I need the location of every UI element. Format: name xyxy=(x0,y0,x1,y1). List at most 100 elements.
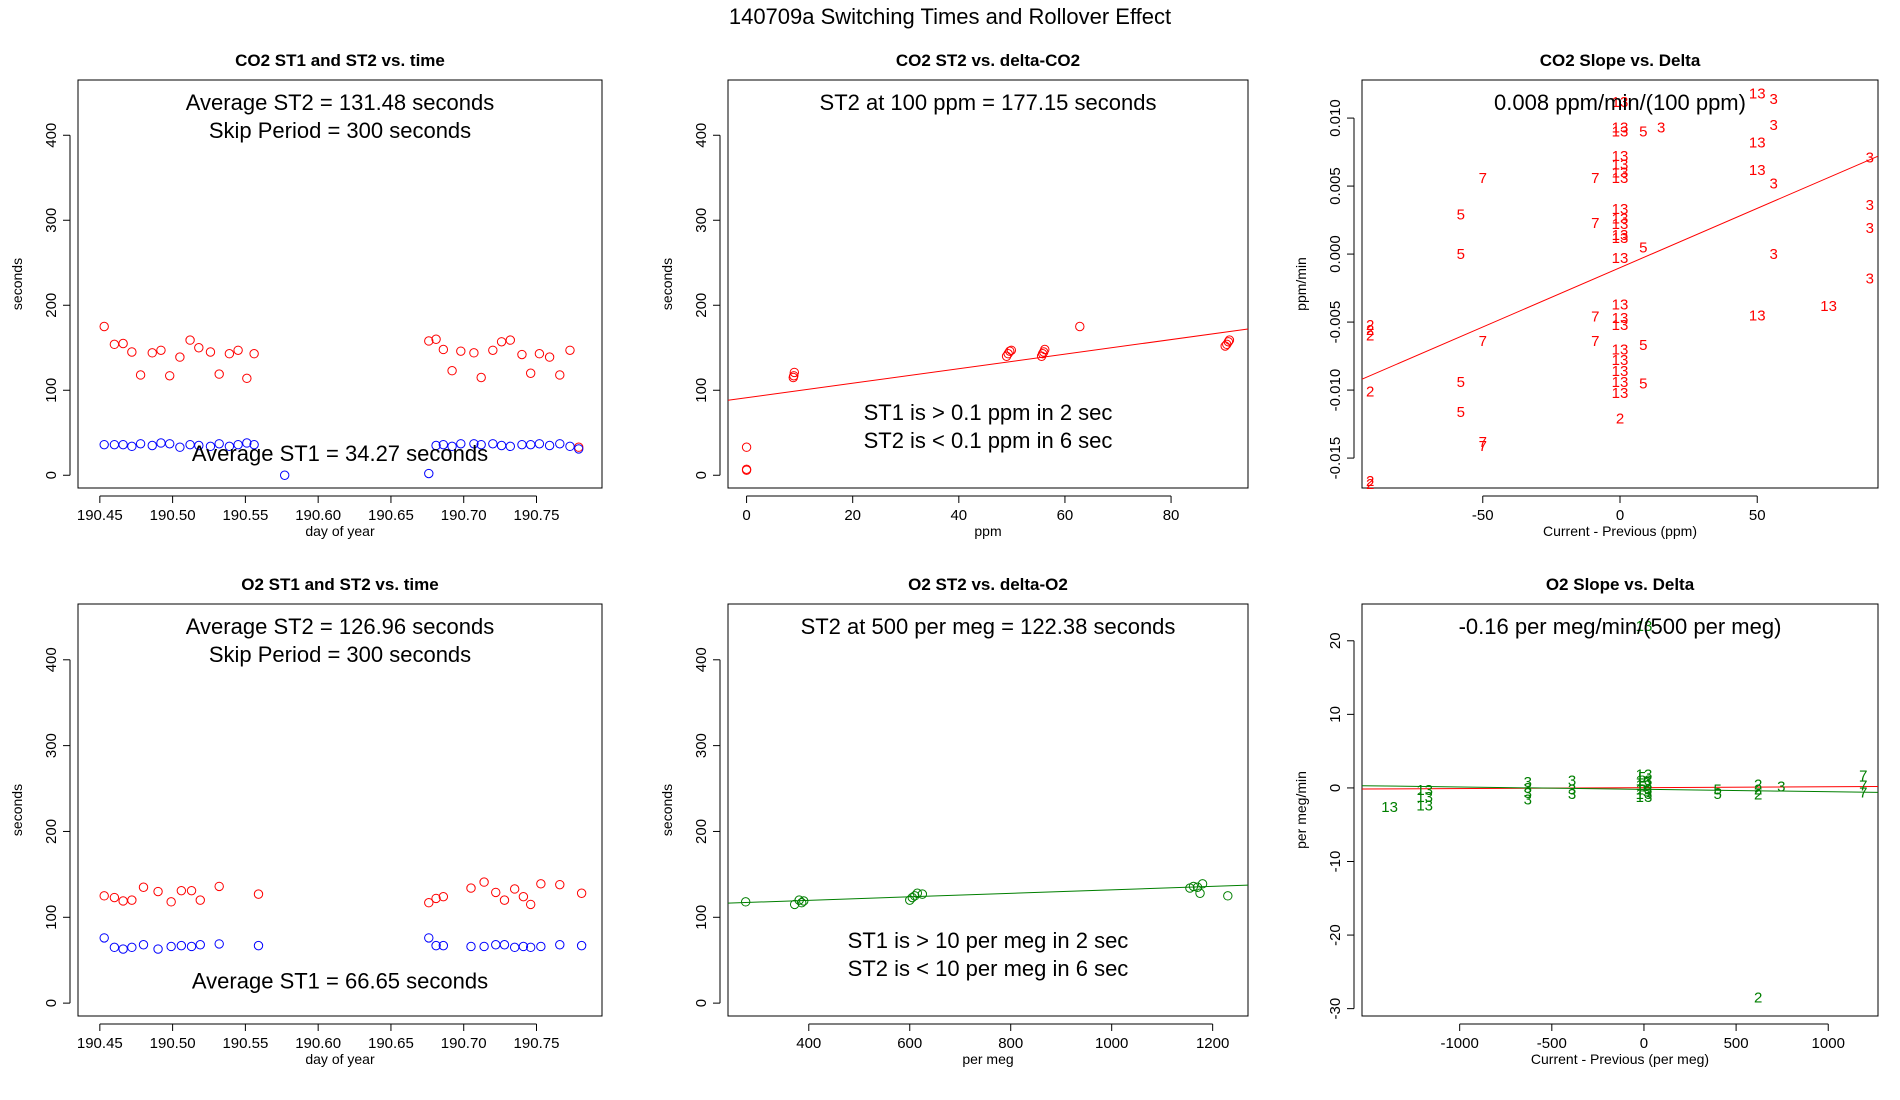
point-label: 13 xyxy=(1636,781,1653,798)
point-label: 5 xyxy=(1639,124,1647,141)
data-point-st2 xyxy=(205,347,216,357)
point-label: 5 xyxy=(1638,778,1646,795)
x-axis-label: Current - Previous (ppm) xyxy=(1543,523,1697,539)
data-point-st1 xyxy=(176,940,187,951)
data-point-st2 xyxy=(127,347,137,357)
x-tick-label: 50 xyxy=(1749,507,1766,524)
x-tick-label: 0 xyxy=(1640,1035,1648,1052)
data-point-st2 xyxy=(165,371,175,381)
y-tick-label: -20 xyxy=(1327,924,1344,946)
annotation: Average ST2 = 126.96 seconds xyxy=(186,614,494,639)
data-point-st1 xyxy=(466,941,476,952)
y-tick-label: 100 xyxy=(43,378,60,403)
point-label: 2 xyxy=(1366,383,1374,400)
data-point-st1 xyxy=(479,941,489,952)
data-point-st1 xyxy=(214,939,224,949)
chart-title: O2 Slope vs. Delta xyxy=(1546,575,1695,594)
fit-line xyxy=(1361,155,1879,380)
point-label: 13 xyxy=(1612,310,1629,327)
y-tick-label: 100 xyxy=(693,378,710,403)
point-label: 3 xyxy=(1777,778,1785,795)
point-label: 13 xyxy=(1612,201,1629,218)
data-point-st2 xyxy=(555,879,565,890)
x-tick-label: 190.45 xyxy=(77,507,123,524)
point-label: 3 xyxy=(1770,246,1778,263)
data-point-st2 xyxy=(424,336,434,346)
data-point-st2 xyxy=(147,348,157,358)
data-point-st1 xyxy=(476,439,486,450)
plot-frame xyxy=(77,603,603,1017)
data-point-st2 xyxy=(525,899,536,910)
point-label: 2 xyxy=(1366,322,1374,339)
point-label: 13 xyxy=(1612,363,1629,380)
y-tick-label: 0 xyxy=(693,999,710,1007)
x-tick-label: -500 xyxy=(1537,1035,1567,1052)
data-point-st1 xyxy=(576,940,587,951)
point-label: 2 xyxy=(1616,411,1624,428)
x-tick-label: 190.45 xyxy=(77,1035,123,1052)
y-tick-label: 0.005 xyxy=(1327,167,1344,205)
data-point-st2 xyxy=(912,888,923,898)
data-point-st1 xyxy=(194,440,204,451)
data-point-st2 xyxy=(175,352,185,362)
data-point-st2 xyxy=(1040,344,1050,355)
data-point-st2 xyxy=(534,349,545,359)
data-point-st2 xyxy=(741,442,752,452)
data-point-st2 xyxy=(1195,888,1205,898)
y-tick-label: -0.005 xyxy=(1327,301,1344,344)
data-point-st2 xyxy=(799,896,809,906)
data-point-st2 xyxy=(491,887,501,898)
y-tick-label: 0.000 xyxy=(1327,235,1344,273)
point-label: 13 xyxy=(1612,164,1629,181)
plot-frame xyxy=(1361,79,1879,489)
data-point-st2 xyxy=(242,373,252,384)
point-label: 3 xyxy=(1770,117,1778,134)
data-point-st1 xyxy=(99,439,109,450)
x-tick-label: -50 xyxy=(1472,507,1494,524)
chart-o2_slope: O2 Slope vs. Delta -1000 -500 0 500 1000 Curre… xyxy=(1293,575,1879,1067)
data-point-st1 xyxy=(195,940,205,950)
data-point-st1 xyxy=(175,442,185,452)
y-axis-label: seconds xyxy=(9,258,25,310)
data-point-st2 xyxy=(910,891,920,901)
point-label: 2 xyxy=(1754,787,1762,804)
point-label: 13 xyxy=(1612,148,1629,165)
data-point-st1 xyxy=(118,439,128,450)
point-label: 5 xyxy=(1457,404,1465,421)
y-tick-label: 0 xyxy=(43,471,60,479)
point-label: 3 xyxy=(1568,773,1576,790)
data-point-st2 xyxy=(156,345,166,355)
point-label: 13 xyxy=(1636,786,1653,803)
x-tick-label: 20 xyxy=(844,507,861,524)
data-point-st2 xyxy=(466,883,476,893)
chart-o2_time: O2 ST1 and ST2 vs. time 190.45 190.50 190.5… xyxy=(9,575,603,1067)
point-label: 7 xyxy=(1479,434,1487,451)
data-point-st2 xyxy=(424,898,434,908)
fit-line xyxy=(727,328,1249,401)
y-tick-label: 0.010 xyxy=(1327,99,1344,137)
annotation: ST2 is < 10 per meg in 6 sec xyxy=(848,956,1129,981)
x-tick-label: 190.65 xyxy=(368,1035,414,1052)
data-point-st2 xyxy=(797,898,807,908)
point-label: 13 xyxy=(1612,317,1629,334)
point-label: 7 xyxy=(1859,767,1867,784)
data-point-st2 xyxy=(438,891,449,902)
annotation: ST2 is < 0.1 ppm in 6 sec xyxy=(864,428,1113,453)
chart-co2_slope: CO2 Slope vs. Delta -50 0 50 Current - Previ… xyxy=(1293,51,1879,539)
point-label: 3 xyxy=(1866,271,1874,288)
data-point-st2 xyxy=(166,897,176,907)
point-label: 13 xyxy=(1636,773,1653,790)
data-point-st1 xyxy=(99,933,109,943)
data-point-st2 xyxy=(741,465,752,475)
point-label: 13 xyxy=(1612,170,1629,187)
point-label: 13 xyxy=(1612,124,1629,141)
data-point-st2 xyxy=(536,879,546,889)
point-label: 3 xyxy=(1524,792,1532,809)
point-label: 5 xyxy=(1639,239,1647,256)
data-point-st2 xyxy=(214,369,224,379)
y-axis-label: seconds xyxy=(9,784,25,836)
data-point-st1 xyxy=(499,940,510,950)
point-label: 13 xyxy=(1612,211,1629,228)
y-tick-label: 400 xyxy=(693,647,710,672)
